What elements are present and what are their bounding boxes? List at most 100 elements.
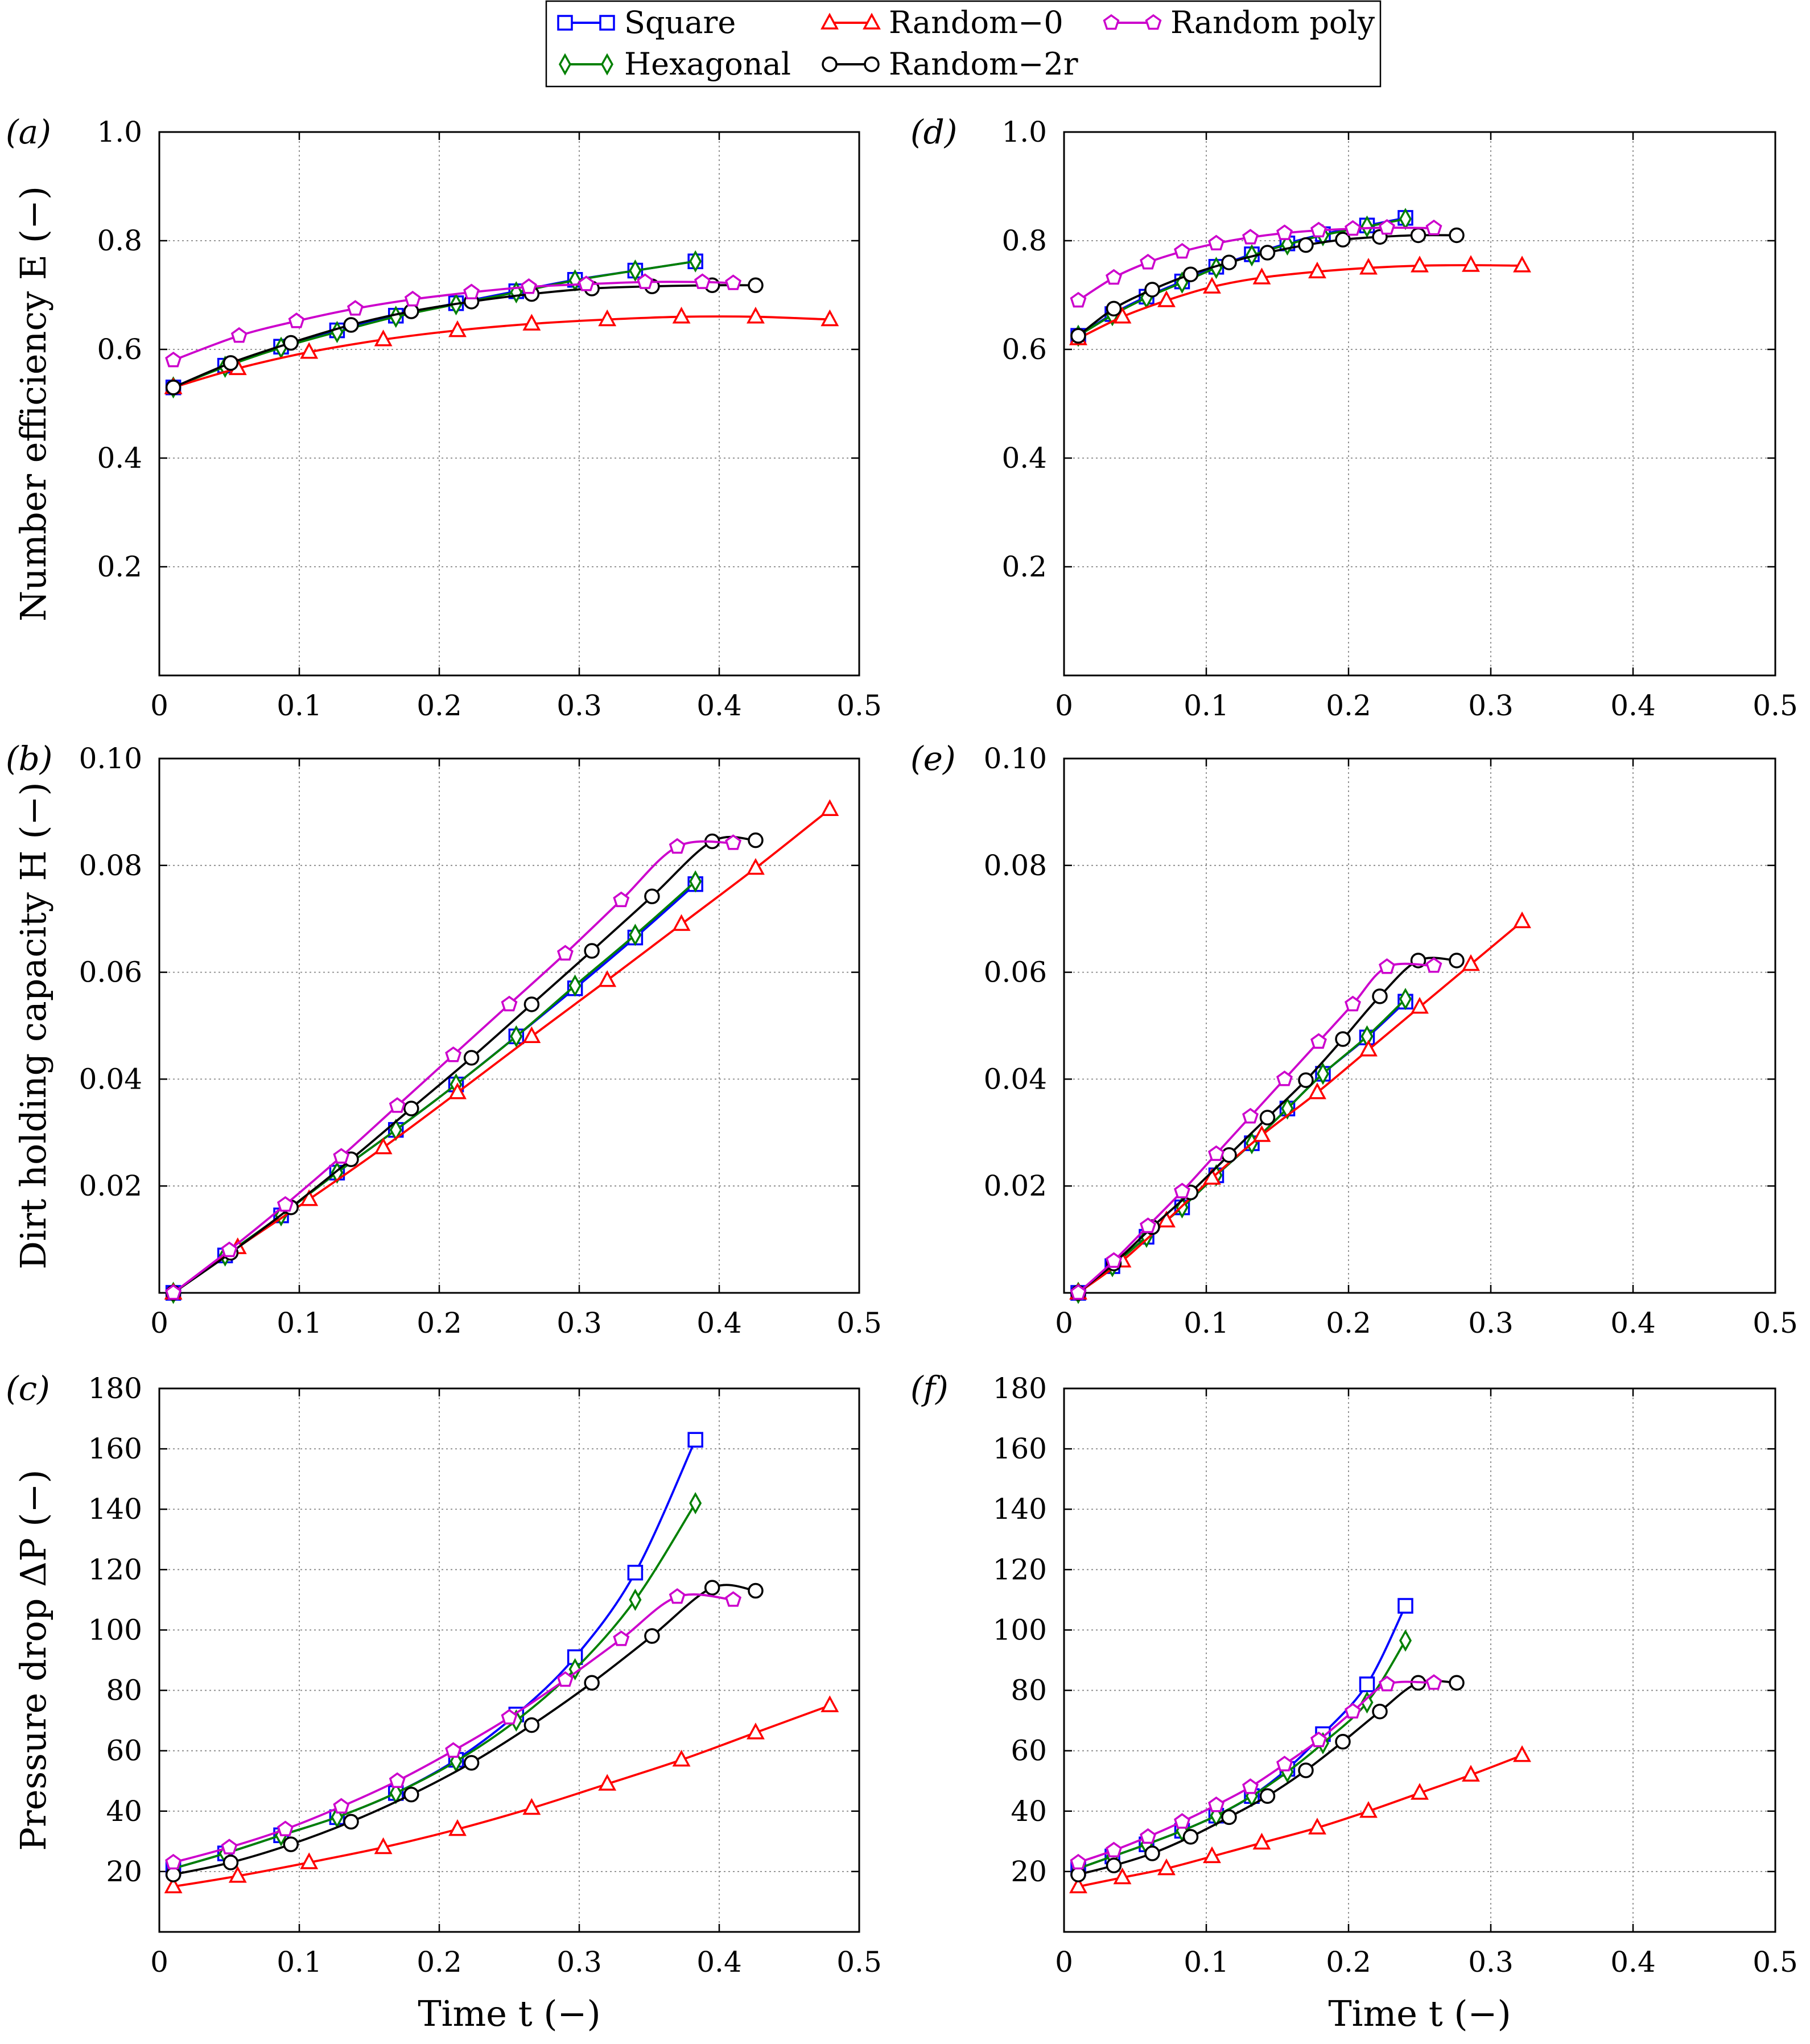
data-point (522, 314, 541, 331)
legend-marker-square-marker-icon (599, 15, 615, 31)
data-point (598, 1774, 617, 1791)
y-tick-label: 0.04 (79, 1062, 142, 1095)
data-point (584, 1675, 600, 1691)
data-point (613, 1630, 630, 1646)
legend-marker-triangle-marker-icon (821, 13, 839, 30)
data-point (1106, 300, 1122, 317)
series-random-poly (165, 834, 742, 1300)
data-point (748, 1583, 764, 1599)
x-tick-label: 0.5 (1753, 1307, 1798, 1340)
data-point (627, 1564, 644, 1581)
y-tick-label: 0.6 (1001, 333, 1047, 366)
series-random-poly (1070, 1674, 1442, 1870)
data-point (1462, 255, 1480, 272)
x-tick-label: 0.2 (417, 689, 462, 722)
data-point (333, 1798, 350, 1814)
data-point (463, 283, 480, 299)
data-point (1399, 1629, 1412, 1652)
y-tick-label: 0.2 (1001, 550, 1047, 583)
data-point (463, 1755, 480, 1771)
data-point (672, 1749, 691, 1767)
data-point (1208, 1145, 1224, 1161)
data-point (165, 351, 182, 368)
data-point (1372, 1703, 1388, 1720)
data-point (629, 259, 642, 282)
grid (1064, 759, 1775, 1293)
data-point (1242, 229, 1259, 245)
x-tick-label: 0.4 (1610, 689, 1656, 722)
data-point (1372, 988, 1388, 1004)
data-point (1310, 1033, 1327, 1049)
x-tick-label: 0.1 (1184, 1946, 1229, 1979)
x-tick-label: 0.5 (1753, 689, 1798, 722)
grid (159, 132, 859, 675)
series-random-poly (165, 273, 742, 368)
data-point (1069, 1876, 1087, 1894)
x-tick-label: 0 (1055, 689, 1073, 722)
y-tick-label: 60 (1011, 1734, 1047, 1767)
data-point (747, 307, 765, 324)
data-point (1397, 1598, 1413, 1614)
y-tick-label: 0.4 (97, 442, 142, 475)
plot-frame (1063, 1387, 1776, 1933)
x-tick-label: 0.3 (556, 689, 602, 722)
y-tick-label: 0.4 (1001, 442, 1047, 475)
data-point (523, 1717, 540, 1733)
x-tick-label: 0.1 (277, 1307, 322, 1340)
data-point (300, 1189, 319, 1206)
legend-marker-circle-marker-icon (864, 56, 880, 72)
legend-marker-pentagon-marker-icon (1145, 14, 1162, 30)
data-point (1221, 254, 1237, 270)
y-tick-label: 0.04 (984, 1062, 1047, 1095)
y-tick-label: 0.2 (97, 550, 142, 583)
data-point (1345, 220, 1361, 236)
data-point (1449, 953, 1465, 969)
y-tick-label: 20 (106, 1855, 142, 1888)
data-point (1221, 1809, 1237, 1825)
y-tick-label: 0.06 (984, 956, 1047, 989)
x-tick-label: 0.3 (1468, 1946, 1514, 1979)
x-tick-label: 0 (150, 689, 168, 722)
x-tick-label: 0.2 (1326, 689, 1371, 722)
x-tick-label: 0.1 (277, 1946, 322, 1979)
x-tick-label: 0.4 (696, 1946, 742, 1979)
data-point (725, 274, 742, 290)
panel-label: (c) (6, 1369, 50, 1408)
data-point (725, 1591, 742, 1607)
data-point (613, 891, 630, 908)
data-point (1298, 1072, 1314, 1089)
data-point (1070, 1284, 1087, 1300)
data-point (222, 1855, 239, 1870)
data-point (1298, 237, 1314, 253)
series-random-0 (1069, 255, 1531, 345)
data-point (1359, 1040, 1378, 1057)
data-point (221, 1839, 238, 1855)
data-point (1070, 1853, 1087, 1870)
x-tick-label: 0.3 (1468, 1307, 1514, 1340)
x-axis-label: Time t (−) (418, 1993, 600, 2034)
y-tick-label: 60 (106, 1734, 142, 1767)
legend-label: Random−2r (889, 46, 1078, 82)
data-point (404, 290, 421, 307)
panel-label: (a) (6, 113, 51, 151)
legend-label: Random−0 (889, 5, 1063, 40)
data-point (343, 317, 359, 333)
y-tick-label: 1.0 (97, 116, 142, 149)
data-point (1106, 1857, 1122, 1874)
series-random-0 (164, 1695, 839, 1894)
x-tick-label: 0.3 (1468, 689, 1514, 722)
data-point (1449, 1675, 1465, 1691)
data-point (1106, 1841, 1122, 1858)
data-point (598, 970, 617, 987)
data-point (1399, 987, 1412, 1011)
panel-d: 0 0.1 0.2 0.3 0.4 0.5 0.2 0.4 0.6 0.8 1.0 (d) (910, 113, 1798, 722)
series-line (172, 260, 696, 389)
plot-frame (158, 1387, 860, 1933)
data-point (230, 327, 248, 343)
data-point (389, 1772, 406, 1788)
data-point (277, 1820, 294, 1836)
data-point (374, 1837, 393, 1855)
y-tick-label: 120 (88, 1553, 142, 1586)
x-tick-label: 0.4 (1610, 1307, 1656, 1340)
series-line (173, 1502, 696, 1870)
